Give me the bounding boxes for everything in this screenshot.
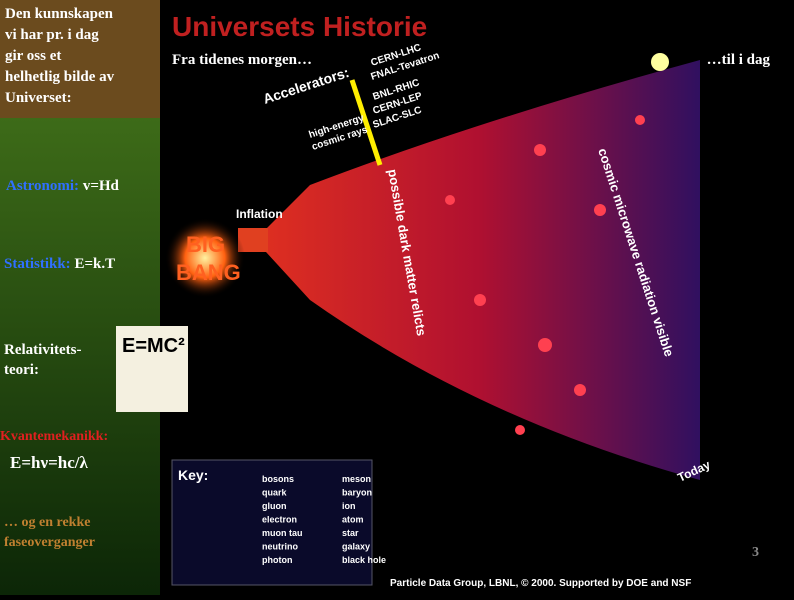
astronomy: Astronomi: v=Hd [6, 178, 120, 194]
key-item: photon [262, 555, 293, 565]
relativity: teori: [4, 362, 39, 378]
formula: E=k.T [74, 256, 115, 272]
inflation: Inflation [236, 207, 283, 221]
intro-box [0, 0, 160, 118]
universe-cone [255, 60, 700, 480]
cartoon [116, 326, 188, 412]
particles [445, 115, 645, 435]
key-item: quark [262, 488, 288, 498]
key-item: galaxy [342, 542, 370, 552]
label: Statistikk: [4, 256, 71, 272]
image-title: Universets Historie [172, 11, 427, 42]
key-item: muon tau [262, 528, 303, 538]
end-label: …til i dag [707, 52, 771, 68]
key-item: neutrino [262, 542, 298, 552]
page-number: 3 [752, 545, 759, 560]
intro-line: Den kunnskapen [5, 6, 114, 22]
formula: v=Hd [83, 178, 120, 194]
intro-text: Den kunnskapen vi har pr. i dag gir oss et… [5, 6, 115, 106]
statistics: Statistikk: E=k.T [4, 256, 115, 272]
star-icon [651, 53, 669, 71]
phases: faseoverganger [4, 535, 95, 550]
relativity: Relativitets- [4, 342, 81, 358]
key-item: electron [262, 515, 297, 525]
key-item: atom [342, 515, 364, 525]
big-bang-glow [165, 218, 245, 298]
arrow [349, 79, 383, 166]
label: Astronomi: [6, 178, 79, 194]
key-item: baryon [342, 488, 372, 498]
quantum-formula: E=hν=hc/λ [10, 453, 88, 472]
big-bang: BIG [186, 232, 225, 257]
key-items: bosons quark gluon electron muon tau neutrino… [262, 474, 386, 565]
key-item: bosons [262, 474, 294, 484]
intro-line: vi har pr. i dag [5, 27, 99, 43]
intro-line: Universet: [5, 90, 72, 106]
key-item: meson [342, 474, 371, 484]
key-item: gluon [262, 501, 287, 511]
credit: Particle Data Group, LBNL, © 2000. Suppo… [390, 578, 691, 589]
phases: … og en rekke [4, 515, 90, 530]
key-item: star [342, 528, 359, 538]
key-item: black hole [342, 555, 386, 565]
quantum-label: Kvantemekanikk: [0, 429, 108, 444]
key-title: Key: [178, 467, 208, 483]
cartoon-text: E=MC² [122, 335, 185, 357]
big-bang: BANG [176, 260, 241, 285]
key-item: ion [342, 501, 356, 511]
intro-line: gir oss et [5, 48, 61, 64]
intro-line: helhetlig bilde av [5, 69, 115, 85]
start-label: Fra tidenes morgen… [172, 52, 312, 68]
key-box [171, 459, 373, 586]
